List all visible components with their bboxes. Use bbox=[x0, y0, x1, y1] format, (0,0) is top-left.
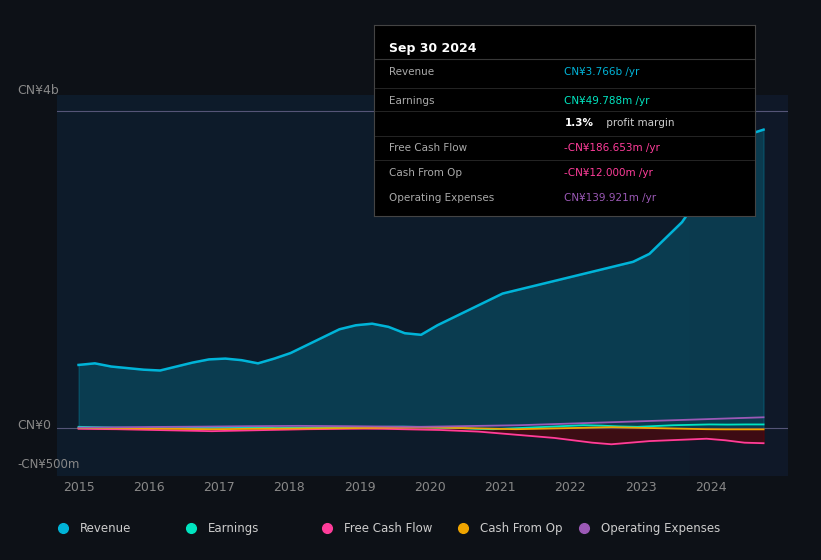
Text: profit margin: profit margin bbox=[603, 119, 674, 128]
Text: -CN¥500m: -CN¥500m bbox=[17, 459, 80, 472]
Text: Revenue: Revenue bbox=[80, 522, 131, 535]
Text: Cash From Op: Cash From Op bbox=[480, 522, 562, 535]
Text: CN¥3.766b /yr: CN¥3.766b /yr bbox=[565, 67, 640, 77]
Text: -CN¥186.653m /yr: -CN¥186.653m /yr bbox=[565, 143, 660, 153]
Text: CN¥4b: CN¥4b bbox=[17, 84, 59, 97]
Text: CN¥49.788m /yr: CN¥49.788m /yr bbox=[565, 96, 650, 106]
Text: Free Cash Flow: Free Cash Flow bbox=[344, 522, 433, 535]
Text: Earnings: Earnings bbox=[389, 96, 434, 106]
Text: Revenue: Revenue bbox=[389, 67, 434, 77]
Text: Free Cash Flow: Free Cash Flow bbox=[389, 143, 467, 153]
Text: 1.3%: 1.3% bbox=[565, 119, 594, 128]
Text: Operating Expenses: Operating Expenses bbox=[601, 522, 720, 535]
Bar bbox=[690, 95, 788, 476]
Text: Cash From Op: Cash From Op bbox=[389, 168, 462, 178]
Text: Sep 30 2024: Sep 30 2024 bbox=[389, 43, 476, 55]
Text: Earnings: Earnings bbox=[208, 522, 259, 535]
Text: Operating Expenses: Operating Expenses bbox=[389, 193, 494, 203]
Text: CN¥139.921m /yr: CN¥139.921m /yr bbox=[565, 193, 657, 203]
Text: -CN¥12.000m /yr: -CN¥12.000m /yr bbox=[565, 168, 654, 178]
Text: CN¥0: CN¥0 bbox=[17, 419, 51, 432]
